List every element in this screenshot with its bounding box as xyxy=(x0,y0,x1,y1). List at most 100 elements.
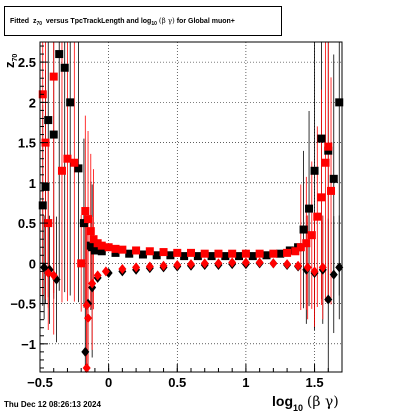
y-tick-label: 0.5 xyxy=(18,216,36,231)
y-tick-label: −0.5 xyxy=(10,297,36,312)
red-square-marker xyxy=(49,72,58,81)
red-diamond-marker xyxy=(101,266,110,277)
title-prefix: Fitted xyxy=(10,17,30,25)
red-square-marker xyxy=(313,212,322,221)
red-square-marker xyxy=(228,249,237,258)
y-tick-label: 1.5 xyxy=(18,136,36,151)
axes: −0.5 0 0.5 1 1.5 −1 −0.5 0 0.5 1 1.5 2 2.5 xyxy=(10,41,343,390)
title-z: z xyxy=(32,17,37,25)
red-square-marker xyxy=(187,248,195,257)
red-diamond-marker xyxy=(159,260,168,271)
black-square-marker xyxy=(262,251,271,260)
black-square-marker xyxy=(317,134,326,143)
red-diamond-marker xyxy=(318,262,327,273)
black-square-marker xyxy=(276,249,285,258)
y-tick-label: 2 xyxy=(29,95,36,110)
title-suffix: for Global muon+ xyxy=(176,17,235,25)
x-axis-label-subscript: 10 xyxy=(293,403,304,413)
title-log-subscript: 10 xyxy=(151,21,157,27)
black-square-marker xyxy=(55,50,64,59)
black-square-marker xyxy=(180,252,189,261)
red-diamond-marker xyxy=(118,263,127,274)
red-diamond-marker xyxy=(145,261,154,272)
x-tick-label: 0.5 xyxy=(168,375,186,390)
red-diamond-marker xyxy=(49,270,58,281)
black-square-marker xyxy=(38,201,47,210)
black-square-marker xyxy=(41,182,50,191)
x-tick-label: 0 xyxy=(105,375,112,390)
black-diamond-marker xyxy=(335,262,344,273)
red-square-marker xyxy=(317,193,326,202)
red-square-marker xyxy=(307,231,316,240)
title-z-subscript: 70 xyxy=(36,21,43,27)
y-tick-label: 2.5 xyxy=(18,55,36,70)
red-square-marker xyxy=(132,246,141,255)
red-square-marker xyxy=(63,154,72,163)
red-square-marker xyxy=(283,248,292,257)
x-axis-label: log10 (β γ) xyxy=(272,393,339,413)
y-tick-label: 0 xyxy=(29,256,36,271)
black-square-marker xyxy=(305,204,314,213)
red-diamond-marker xyxy=(84,313,93,324)
black-square-marker xyxy=(125,249,134,258)
title-beta-gamma: (β γ) xyxy=(158,17,175,25)
x-axis-label-greek: (β γ) xyxy=(306,394,339,410)
red-diamond-marker xyxy=(173,259,182,270)
red-square-marker xyxy=(84,215,93,224)
red-square-marker xyxy=(145,247,154,256)
red-square-marker xyxy=(89,235,98,244)
x-tick-label: 1 xyxy=(242,375,249,390)
red-square-marker xyxy=(321,158,330,167)
red-square-marker xyxy=(97,241,106,250)
black-square-marker xyxy=(97,247,106,256)
red-square-marker xyxy=(200,249,209,258)
black-square-marker xyxy=(74,164,83,173)
x-tick-label: −0.5 xyxy=(27,375,53,390)
red-square-marker xyxy=(86,227,95,236)
red-square-marker xyxy=(70,158,79,167)
red-diamond-marker xyxy=(200,258,209,269)
red-diamond-marker xyxy=(255,257,264,268)
black-square-marker xyxy=(207,252,216,261)
black-square-marker xyxy=(310,166,319,175)
data-markers xyxy=(38,50,344,373)
black-square-marker xyxy=(235,252,244,261)
black-diamond-marker xyxy=(324,294,333,305)
red-square-marker xyxy=(118,245,127,254)
black-square-marker xyxy=(138,250,147,259)
red-diamond-marker xyxy=(283,259,292,270)
red-square-marker xyxy=(111,244,120,253)
red-square-marker xyxy=(173,248,182,257)
y-axis-label-z: z xyxy=(2,61,17,69)
y-axis-label: z70 xyxy=(2,54,19,69)
x-tick-label: 1.5 xyxy=(306,375,324,390)
black-square-marker xyxy=(324,146,333,155)
black-square-marker xyxy=(44,116,53,125)
black-square-marker xyxy=(335,98,344,107)
red-square-marker xyxy=(81,207,90,216)
black-square-marker xyxy=(248,252,257,261)
red-square-marker xyxy=(44,219,53,228)
red-diamond-marker xyxy=(93,270,102,281)
black-diamond-marker xyxy=(329,269,338,280)
chart-title: Fitted z 70 versus TpcTrackLength and lo… xyxy=(4,6,282,36)
black-square-marker xyxy=(152,251,161,260)
black-square-marker xyxy=(79,219,88,228)
black-diamond-marker xyxy=(81,346,90,357)
red-square-marker xyxy=(57,166,66,175)
black-square-marker xyxy=(111,248,120,257)
black-square-marker xyxy=(66,98,75,107)
red-square-marker xyxy=(255,249,264,258)
error-bars xyxy=(42,42,340,372)
red-diamond-marker xyxy=(310,266,319,277)
datestamp: Thu Dec 12 08:26:13 2024 xyxy=(4,400,101,409)
black-square-marker xyxy=(299,225,308,234)
red-square-marker xyxy=(241,249,250,258)
red-diamond-marker xyxy=(132,262,141,273)
red-diamond-marker xyxy=(269,258,278,269)
red-square-marker xyxy=(93,239,102,248)
black-square-marker xyxy=(90,246,99,255)
red-diamond-marker xyxy=(214,258,223,269)
y-tick-label: −1 xyxy=(21,337,36,352)
